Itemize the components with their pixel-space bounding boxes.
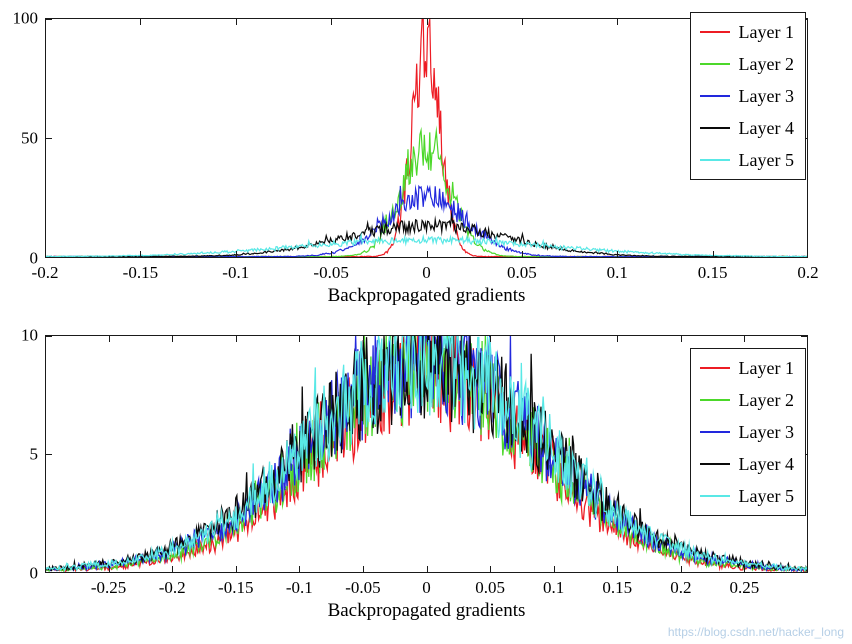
legend-label: Layer 1 (738, 358, 794, 378)
y-tick-label: 10 (21, 325, 38, 345)
legend-line-sample-icon (699, 431, 730, 433)
legend-item: Layer 4 (699, 448, 794, 480)
legend-line-sample-icon (699, 159, 730, 161)
legend-item: Layer 4 (699, 112, 794, 144)
legend-item: Layer 3 (699, 416, 794, 448)
legend-item: Layer 1 (699, 16, 794, 48)
x-tick-label: 0.2 (797, 263, 819, 282)
y-tick-label: 50 (21, 128, 38, 148)
bottom-plot-canvas (45, 335, 808, 573)
legend-line-sample-icon (699, 463, 730, 465)
legend-label: Layer 2 (738, 390, 794, 410)
legend-item: Layer 5 (699, 480, 794, 512)
x-tick-label: -0.2 (158, 578, 186, 597)
x-tick-label: -0.05 (313, 263, 349, 282)
x-tick-label: 0.2 (670, 578, 692, 597)
x-tick-label: -0.1 (285, 578, 313, 597)
y-tick-label: 5 (29, 444, 39, 464)
legend-item: Layer 2 (699, 384, 794, 416)
y-tick-label: 0 (29, 563, 39, 583)
watermark: https://blog.csdn.net/hacker_long (667, 625, 844, 639)
x-tick-label: -0.15 (122, 263, 159, 282)
x-tick-label: -0.15 (218, 578, 254, 597)
x-tick-label: -0.1 (222, 263, 250, 282)
legend-item: Layer 1 (699, 352, 794, 384)
legend-line-sample-icon (699, 399, 730, 401)
legend-label: Layer 3 (738, 422, 794, 442)
legend-label: Layer 2 (738, 54, 794, 74)
x-tick-label: 0.15 (697, 263, 728, 282)
legend-item: Layer 2 (699, 48, 794, 80)
legend-line-sample-icon (699, 95, 730, 97)
bottom-x-axis-title: Backpropagated gradients (327, 600, 526, 621)
top-x-axis-title: Backpropagated gradients (327, 285, 526, 306)
legend-item: Layer 5 (699, 144, 794, 176)
y-tick-label: 0 (29, 248, 39, 268)
bottom-legend: Layer 1 Layer 2 Layer 3 Layer 4 Layer 5 (689, 348, 806, 516)
x-tick-label: 0 (422, 263, 431, 282)
legend-line-sample-icon (699, 367, 730, 369)
legend-label: Layer 5 (738, 150, 794, 170)
legend-label: Layer 4 (738, 118, 794, 138)
bottom-chart: 0 5 10 -0.25 -0.2 -0.15 -0.1 -0.05 0 0.05 0.1 0.15… (0, 315, 852, 640)
x-tick-label: 0.15 (602, 578, 633, 597)
legend-item: Layer 3 (699, 80, 794, 112)
x-tick-label: 0.1 (606, 263, 628, 282)
x-tick-label: -0.05 (345, 578, 381, 597)
top-legend: Layer 1 Layer 2 Layer 3 Layer 4 Layer 5 (689, 12, 806, 180)
legend-line-sample-icon (699, 63, 730, 65)
x-tick-label: 0.05 (475, 578, 505, 597)
x-tick-label: 0.05 (507, 263, 537, 282)
x-tick-label: -0.25 (90, 578, 127, 597)
x-tick-label: -0.2 (31, 263, 59, 282)
legend-line-sample-icon (699, 31, 730, 33)
legend-label: Layer 1 (738, 22, 794, 42)
x-tick-label: 0.25 (729, 578, 760, 597)
top-plot-canvas (45, 18, 808, 258)
legend-line-sample-icon (699, 127, 730, 129)
legend-line-sample-icon (699, 495, 730, 497)
legend-label: Layer 5 (738, 486, 794, 506)
x-tick-label: 0 (422, 578, 431, 597)
x-tick-label: 0.1 (543, 578, 565, 597)
legend-label: Layer 3 (738, 86, 794, 106)
legend-label: Layer 4 (738, 454, 794, 474)
y-tick-label: 100 (12, 8, 39, 28)
top-chart: 0 50 100 -0.2 -0.15 -0.1 -0.05 0 0.05 0.1 0.15 0.2… (0, 0, 852, 312)
